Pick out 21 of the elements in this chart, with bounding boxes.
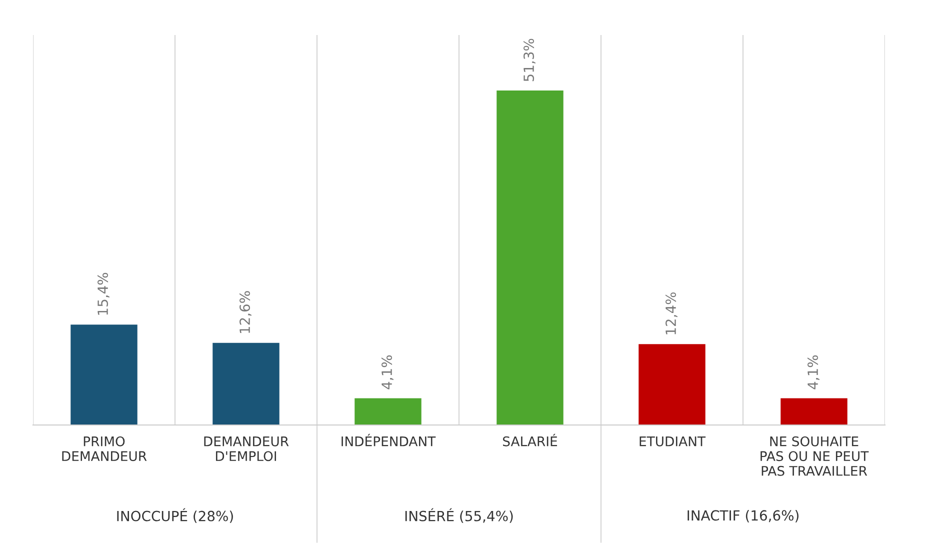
- x-tick-label: PRIMO DEMANDEUR: [62, 436, 147, 462]
- bar: [780, 398, 848, 425]
- x-tick-label: NE SOUHAITE PAS OU NE PEUT PAS TRAVAILLER: [760, 436, 869, 476]
- x-tick-label: INDÉPENDANT: [342, 434, 436, 446]
- bar: [354, 398, 422, 425]
- data-label: 51,3%: [524, 38, 536, 82]
- data-label: 4,1%: [382, 355, 394, 390]
- data-label: 12,4%: [666, 292, 678, 334]
- data-label: 15,4%: [98, 272, 110, 315]
- text: INOCCUPÉ (28%): [117, 508, 233, 523]
- x-tick-label: SALARIÉ: [503, 434, 558, 446]
- text: INSÉRÉ (55,4%): [405, 508, 513, 523]
- data-label: 4,1%: [808, 355, 820, 390]
- data-label: 12,6%: [240, 291, 252, 333]
- text: INACTIF (16,6%): [688, 510, 798, 522]
- bar: [638, 344, 706, 425]
- bar: [212, 342, 280, 425]
- x-tick-label: ETUDIANT: [640, 436, 706, 446]
- bar: [70, 324, 138, 425]
- bar: [496, 90, 564, 425]
- x-tick-label: DEMANDEUR D'EMPLOI: [204, 436, 289, 462]
